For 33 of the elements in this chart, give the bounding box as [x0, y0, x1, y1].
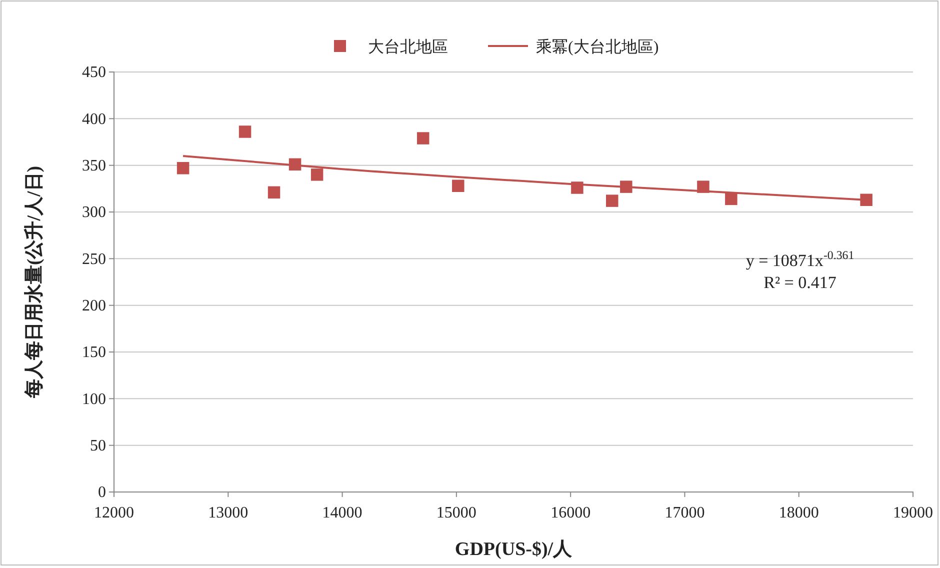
point [860, 194, 872, 206]
x-tick-label: 19000 [893, 504, 933, 522]
point [310, 168, 324, 181]
y-tick-label: 50 [90, 437, 106, 454]
y-tick-label: 250 [82, 250, 106, 268]
point [176, 162, 190, 174]
point [725, 192, 738, 206]
point [238, 126, 252, 138]
annotation: y = 10871x$^{-0.361}$ [746, 248, 854, 270]
y-tick-label: 100 [82, 390, 106, 408]
x-tick-label: 12000 [94, 504, 134, 522]
y-tick-label: 0 [98, 484, 106, 502]
x-tick-label: 18000 [778, 504, 819, 522]
y-tick-label: 200 [82, 297, 106, 314]
y-axis-title: 每人每日用水量(公升/人/日) [23, 166, 45, 400]
legend-label: 大台北地區 [368, 38, 448, 56]
y-tick-label: 150 [82, 344, 106, 362]
point [452, 180, 464, 192]
legend-label: 乘冪(大台北地區) [536, 38, 659, 56]
point [606, 194, 618, 207]
x-tick-label: 16000 [550, 504, 591, 522]
x-axis-title: GDP(US-$)/人 [454, 539, 574, 560]
point [416, 132, 430, 144]
x-tick-label: 17000 [664, 504, 705, 522]
y-tick-label: 300 [82, 204, 106, 222]
x-tick-label: 14000 [322, 504, 362, 522]
y-tick-label: 450 [82, 64, 106, 82]
annotation: R² = 0.417 [764, 273, 837, 292]
y-tick-label: 350 [82, 157, 106, 174]
x-tick-label: 13000 [208, 504, 248, 522]
y-tick-label: 400 [82, 110, 106, 128]
x-tick-label: 15000 [436, 504, 476, 522]
point [268, 186, 280, 199]
